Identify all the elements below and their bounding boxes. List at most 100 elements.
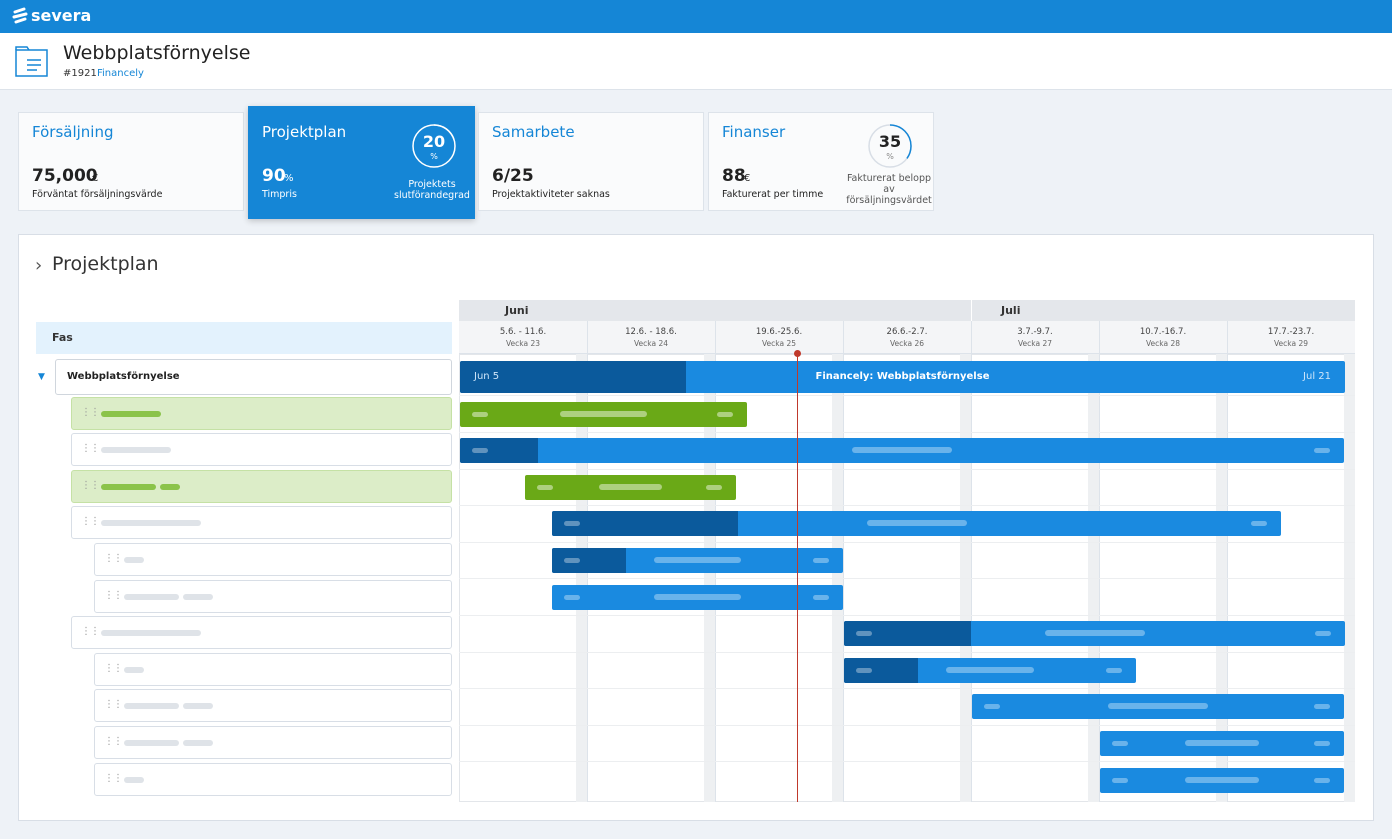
month-label: Juli [1001,304,1021,317]
gantt-bar[interactable] [844,657,1136,683]
summary-card[interactable]: Projektplan 90% Timpris 20% Projektets slutf… [248,106,475,219]
week-dates: 10.7.-16.7. [1139,327,1187,337]
week-dates: 26.6.-2.7. [886,327,928,337]
weekend [960,354,971,802]
placeholder-text [124,740,179,746]
caret[interactable]: ▼ [38,372,45,382]
week-number: Vecka 27 [1017,339,1053,348]
weekend [576,354,587,802]
drag-handle[interactable]: ⋮⋮ [104,553,123,564]
bar-handle [706,484,722,490]
drag-handle[interactable]: ⋮⋮ [81,479,100,491]
task-row[interactable]: ⋮⋮ [71,616,452,650]
bar-progress [844,621,971,647]
grid [459,354,1355,802]
card-title: Projektplan [262,123,347,141]
bar-handle [813,594,829,600]
bar-label [653,557,742,563]
row-line [459,541,1355,543]
bar-label [1185,776,1259,783]
root-phase: Webbplatsförnyelse [67,371,180,382]
progress-ring [412,124,456,168]
task-row[interactable]: ⋮⋮ [94,726,452,759]
expand-icon[interactable]: › [35,255,43,276]
panel-title: Projektplan [52,253,159,275]
bar-label [598,483,663,490]
placeholder-text [101,520,201,527]
card-caption: Fakturerat per timme [722,189,824,200]
gantt-bar[interactable] [972,694,1344,720]
bar-label [1108,703,1208,710]
month-row [459,300,1355,321]
ring-progress [412,124,456,168]
summary-card[interactable]: Finanser 88 € Fakturerat per timme 35% Faktur… [708,112,934,211]
card-title: Samarbete [492,123,575,141]
drag-handle[interactable]: ⋮⋮ [104,662,123,674]
drag-handle[interactable]: ⋮⋮ [104,736,123,747]
task-row[interactable]: ⋮⋮ [94,762,452,796]
weekend [1088,354,1099,802]
gantt-bar[interactable] [460,438,1344,464]
bar-handle [1315,631,1331,637]
card-caption: Timpris [262,189,297,200]
task-row[interactable]: ⋮⋮ [71,506,452,540]
week-dates: 19.6.-25.6. [755,327,803,337]
task-row[interactable]: ⋮⋮ [71,433,452,467]
gantt-bar[interactable] [844,621,1345,647]
drag-handle[interactable]: ⋮⋮ [104,772,123,784]
summary-card[interactable]: Försäljning 75,000 € Förväntat försäljnings… [18,112,244,211]
card-value: 6/25 [492,166,534,186]
task-row[interactable]: ⋮⋮ [71,396,452,430]
drag-handle[interactable]: ⋮⋮ [81,516,100,528]
bar-progress [460,361,686,393]
bar-handle [472,448,488,454]
bar-handle [1314,448,1330,454]
gantt-bar[interactable] [552,548,843,573]
month-label: Juni [505,304,529,317]
task-row[interactable]: ⋮⋮ [94,652,452,686]
bar-handle [1106,667,1122,673]
placeholder-text [183,740,213,746]
gantt-bar[interactable] [525,474,736,500]
task-row[interactable]: ⋮⋮ [94,579,452,613]
summary-card[interactable]: Samarbete 6/25 Projektaktiviteter saknas [478,112,704,211]
task-row[interactable]: ⋮⋮ [71,469,452,503]
bar-handle [717,411,733,417]
row-line [459,431,1355,433]
gantt-bar[interactable] [460,401,747,427]
root-bar[interactable]: Jun 5 Financely: Webbplatsförnyelse Jul 21 [460,361,1345,393]
task-row[interactable]: ⋮⋮ [94,689,452,723]
gantt-bar[interactable] [1100,731,1344,756]
bar-progress [460,438,538,464]
bar-handle [1314,741,1330,746]
drag-handle[interactable]: ⋮⋮ [81,626,100,638]
drag-handle[interactable]: ⋮⋮ [104,699,123,711]
placeholder-text [101,410,161,417]
phase-row[interactable] [55,359,452,395]
drag-handle[interactable]: ⋮⋮ [81,406,100,418]
card-caption: Projektaktiviteter saknas [492,189,610,200]
logo-icon [12,7,28,24]
bar-end: Jul 21 [1303,371,1331,382]
placeholder-text [183,593,213,600]
drag-handle[interactable]: ⋮⋮ [104,589,123,601]
bar-handle [1314,777,1330,783]
bar-handle [564,558,580,563]
gantt-bar[interactable] [1100,767,1344,793]
drag-handle[interactable]: ⋮⋮ [81,443,100,455]
week-dates: 3.7.-9.7. [1017,327,1053,337]
bar-progress [844,657,918,683]
gantt-bar[interactable] [552,584,843,610]
gantt-bar[interactable] [552,511,1281,537]
customer-link[interactable]: Financely [97,68,144,79]
bar-label [1185,740,1259,746]
row-line [459,651,1355,653]
logo[interactable]: severa [31,6,92,25]
week-number: Vecka 23 [505,339,541,348]
placeholder-text [124,557,144,563]
card-unit: € [744,173,751,184]
task-row[interactable]: ⋮⋮ [94,543,452,576]
row-line [459,614,1355,616]
project-icon [15,46,48,77]
